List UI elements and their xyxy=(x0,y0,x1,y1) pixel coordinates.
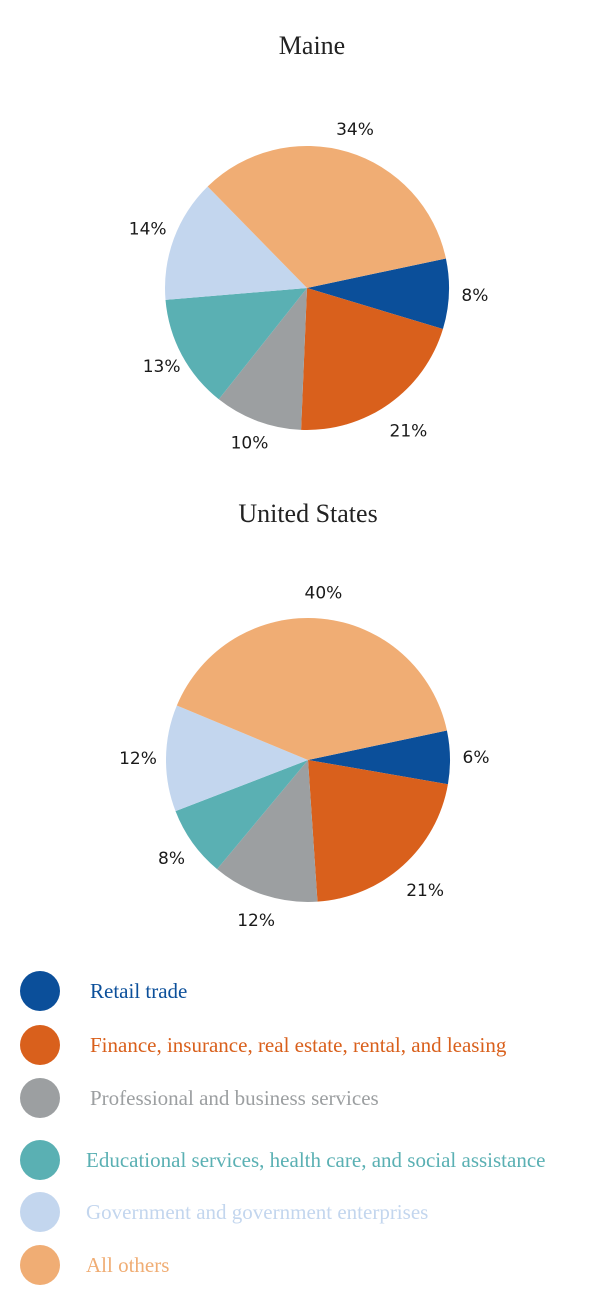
legend-label: Finance, insurance, real estate, rental,… xyxy=(90,1033,507,1057)
pie-label-united-states-3: 8% xyxy=(158,849,185,869)
pie-slice-maine-4 xyxy=(165,186,307,300)
pie-label-united-states-4: 12% xyxy=(119,749,157,769)
pie-slice-united-states-0 xyxy=(308,730,451,785)
legend-swatch xyxy=(20,1140,60,1180)
pie-label-maine-3: 13% xyxy=(143,357,181,377)
pie-slice-united-states-3 xyxy=(175,760,308,870)
legend-label: Government and government enterprises xyxy=(86,1200,429,1224)
legend-swatch xyxy=(20,1245,60,1285)
legend-item-all-others: All others xyxy=(0,1245,616,1285)
pie-slice-united-states-2 xyxy=(217,760,318,902)
pie-chart-maine: Maine 8% 21% 10% 13% 14% 34% xyxy=(129,31,489,454)
pie-label-maine-1: 21% xyxy=(390,422,428,442)
legend-item-retail-trade: Retail trade xyxy=(0,971,616,1011)
pie-slice-maine-1 xyxy=(301,288,443,431)
legend-label: Retail trade xyxy=(90,979,188,1003)
pie-label-united-states-2: 12% xyxy=(237,911,275,931)
chart-title-united-states: United States xyxy=(238,499,377,528)
legend-label: Professional and business services xyxy=(90,1086,379,1110)
pie-slice-united-states-4 xyxy=(165,705,308,812)
legend-item-professional: Professional and business services xyxy=(0,1078,616,1118)
pie-slice-maine-5 xyxy=(207,145,446,288)
pie-slice-maine-0 xyxy=(307,258,450,330)
legend-swatch xyxy=(20,1078,60,1118)
legend-item-government: Government and government enterprises xyxy=(0,1192,616,1232)
pie-slice-maine-3 xyxy=(165,288,307,400)
legend-swatch xyxy=(20,1025,60,1065)
pie-label-maine-2: 10% xyxy=(231,434,269,454)
legend-swatch xyxy=(20,971,60,1011)
pie-slice-maine-2 xyxy=(218,288,307,430)
pie-label-maine-4: 14% xyxy=(129,220,167,240)
pie-slice-united-states-1 xyxy=(308,760,448,902)
charts-canvas: Maine 8% 21% 10% 13% 14% 34% United States 6%… xyxy=(119,31,489,931)
legend-item-educational: Educational services, health care, and s… xyxy=(0,1140,616,1180)
pie-label-united-states-5: 40% xyxy=(305,584,343,604)
legend-label: Educational services, health care, and s… xyxy=(86,1148,546,1172)
legend-swatch xyxy=(20,1192,60,1232)
pie-slices-maine xyxy=(165,145,450,431)
legend-label: All others xyxy=(86,1253,170,1277)
chart-title-maine: Maine xyxy=(279,31,345,60)
pie-chart-united-states: United States 6% 21% 12% 8% 12% 40% xyxy=(119,499,489,931)
pie-slices-united-states xyxy=(165,617,451,902)
pie-label-united-states-1: 21% xyxy=(406,881,444,901)
pie-slice-united-states-5 xyxy=(176,617,447,760)
pie-label-maine-0: 8% xyxy=(461,286,488,306)
pie-labels-united-states: 6% 21% 12% 8% 12% 40% xyxy=(119,584,489,931)
pie-labels-maine: 8% 21% 10% 13% 14% 34% xyxy=(129,120,489,454)
pie-label-maine-5: 34% xyxy=(336,120,374,140)
pie-label-united-states-0: 6% xyxy=(463,748,490,768)
legend-item-finance: Finance, insurance, real estate, rental,… xyxy=(0,1025,616,1065)
